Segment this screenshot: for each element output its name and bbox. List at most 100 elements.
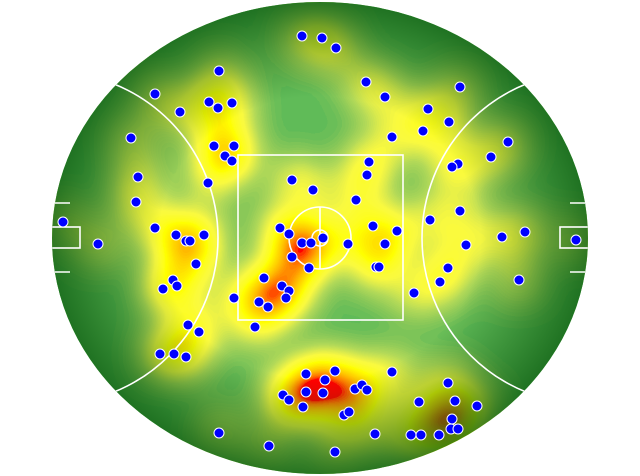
- point: [149, 222, 161, 234]
- point: [343, 406, 355, 418]
- point: [193, 326, 205, 338]
- point: [283, 228, 295, 240]
- point: [319, 374, 331, 386]
- point: [305, 237, 317, 249]
- point: [154, 348, 166, 360]
- point: [149, 88, 161, 100]
- point: [168, 348, 180, 360]
- point: [442, 262, 454, 274]
- point: [405, 429, 417, 441]
- point: [249, 321, 261, 333]
- point: [442, 377, 454, 389]
- point: [253, 296, 265, 308]
- point: [361, 169, 373, 181]
- point: [454, 205, 466, 217]
- point: [57, 216, 69, 228]
- point: [157, 283, 169, 295]
- point: [496, 231, 508, 243]
- point: [296, 30, 308, 42]
- right-arc: [421, 71, 588, 405]
- point: [130, 196, 142, 208]
- point: [280, 292, 292, 304]
- point: [125, 132, 137, 144]
- point: [303, 262, 315, 274]
- point: [446, 161, 458, 173]
- point: [513, 274, 525, 286]
- point: [446, 413, 458, 425]
- point: [182, 319, 194, 331]
- point: [449, 395, 461, 407]
- point: [297, 401, 309, 413]
- point: [386, 131, 398, 143]
- point: [263, 440, 275, 452]
- point: [213, 65, 225, 77]
- point: [329, 365, 341, 377]
- point: [391, 225, 403, 237]
- point: [386, 366, 398, 378]
- point: [342, 238, 354, 250]
- point: [350, 194, 362, 206]
- point: [460, 239, 472, 251]
- point: [413, 396, 425, 408]
- point: [228, 292, 240, 304]
- point: [208, 140, 220, 152]
- point: [171, 280, 183, 292]
- point: [363, 156, 375, 168]
- points: [57, 30, 582, 458]
- left-arc: [52, 71, 219, 405]
- point: [132, 171, 144, 183]
- point: [360, 76, 372, 88]
- point: [570, 234, 582, 246]
- point: [367, 220, 379, 232]
- point: [283, 394, 295, 406]
- point: [373, 261, 385, 273]
- point: [433, 429, 445, 441]
- point: [203, 96, 215, 108]
- centre-square: [237, 154, 404, 321]
- left-goal-square: [52, 226, 81, 249]
- point: [286, 251, 298, 263]
- point: [471, 400, 483, 412]
- point: [316, 32, 328, 44]
- point: [228, 140, 240, 152]
- point: [258, 272, 270, 284]
- point: [202, 177, 214, 189]
- point: [226, 155, 238, 167]
- point: [198, 229, 210, 241]
- point: [369, 428, 381, 440]
- point: [170, 229, 182, 241]
- point: [213, 427, 225, 439]
- point: [417, 125, 429, 137]
- point: [92, 238, 104, 250]
- point: [519, 226, 531, 238]
- point: [452, 423, 464, 435]
- point: [361, 384, 373, 396]
- point: [274, 222, 286, 234]
- point: [434, 276, 446, 288]
- point: [485, 151, 497, 163]
- point: [286, 174, 298, 186]
- point: [317, 232, 329, 244]
- point: [454, 81, 466, 93]
- point: [184, 235, 196, 247]
- point: [300, 386, 312, 398]
- right-goal-square: [559, 226, 588, 249]
- point: [415, 429, 427, 441]
- point: [212, 102, 224, 114]
- point: [379, 238, 391, 250]
- point: [329, 446, 341, 458]
- point: [180, 351, 192, 363]
- point: [174, 106, 186, 118]
- point: [330, 42, 342, 54]
- point: [379, 91, 391, 103]
- point: [226, 97, 238, 109]
- point: [422, 103, 434, 115]
- point: [300, 368, 312, 380]
- point: [317, 387, 329, 399]
- point: [262, 301, 274, 313]
- point: [424, 214, 436, 226]
- point: [190, 258, 202, 270]
- point: [443, 116, 455, 128]
- point: [307, 184, 319, 196]
